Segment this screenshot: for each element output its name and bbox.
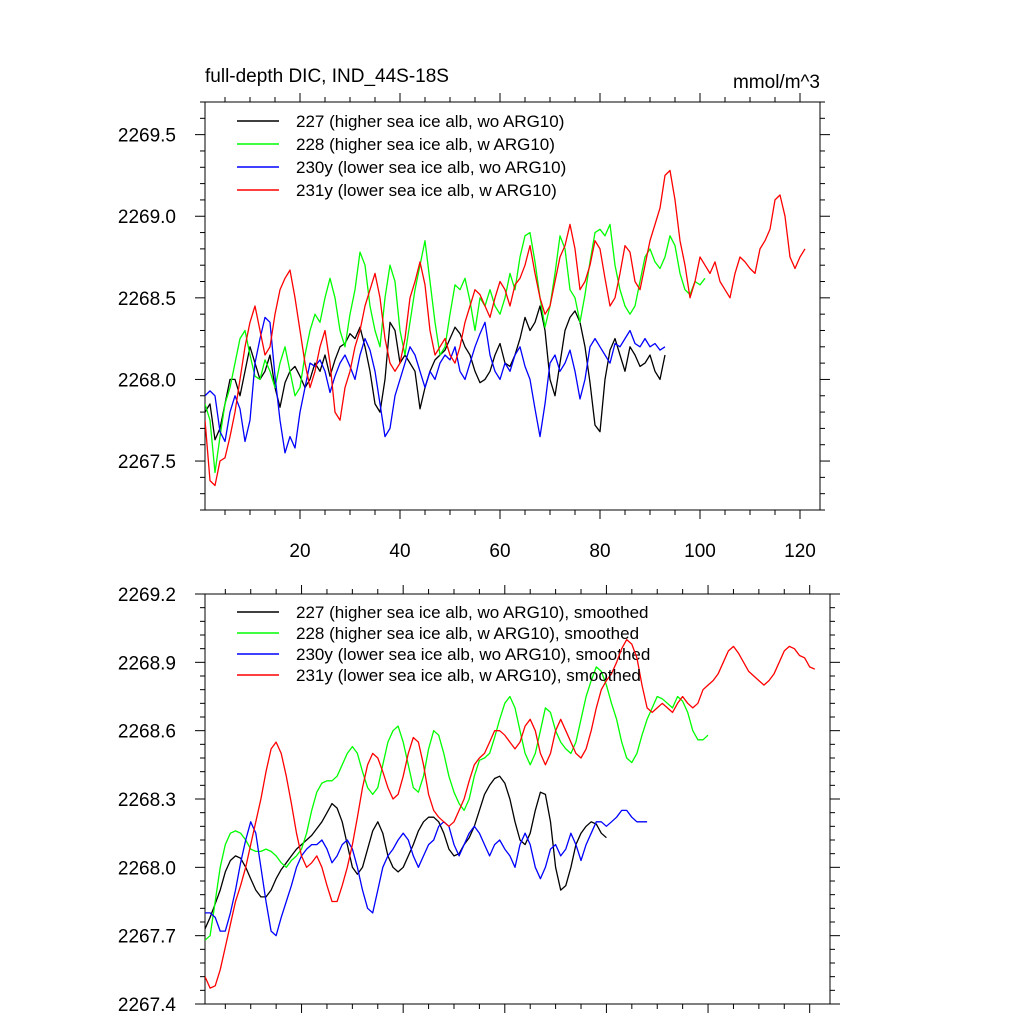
- bottom-panel: 2267.4 2267.7 2268.0 2268.3 2268.6 2268.9 2269…: [118, 585, 840, 1016]
- p0-series-line-2: [205, 316, 666, 454]
- p1-legend-label-3: 231y (lower sea ice alb, w ARG10), smoot…: [296, 666, 641, 685]
- p0-x-tick-label: 100: [684, 541, 716, 562]
- p1-y-tick-label: 2268.6: [118, 722, 176, 743]
- p0-x-tick-label: 20: [289, 541, 310, 562]
- p1-series-line-0: [205, 775, 607, 930]
- p1-series-line-2: [205, 809, 648, 937]
- p0-x-tick-label: 80: [589, 541, 610, 562]
- top-plot-frame: [204, 101, 821, 511]
- p0-y-tick-label: 2267.5: [118, 452, 176, 473]
- p0-x-tick-label: 60: [489, 541, 510, 562]
- p0-x-tick-label: 120: [784, 541, 816, 562]
- p0-x-tick-label: 40: [389, 541, 410, 562]
- p1-y-tick-label: 2267.7: [118, 927, 176, 948]
- p1-legend-label-1: 228 (higher sea ice alb, w ARG10), smoot…: [296, 624, 639, 643]
- p1-y-tick-label: 2268.3: [118, 790, 176, 811]
- p1-legend-label-0: 227 (higher sea ice alb, wo ARG10), smoo…: [296, 603, 648, 622]
- p0-y-tick-label: 2269.5: [118, 126, 176, 147]
- top-panel-title: full-depth DIC, IND_44S-18S: [205, 66, 449, 87]
- p1-y-tick-label: 2268.0: [118, 858, 176, 879]
- p0-legend-label-3: 231y (lower sea ice alb, w ARG10): [296, 181, 557, 200]
- p1-y-tick-label: 2269.2: [118, 585, 176, 606]
- p1-series-line-1: [205, 666, 709, 941]
- top-panel-units: mmol/m^3: [733, 72, 820, 93]
- p1-legend-label-2: 230y (lower sea ice alb, wo ARG10), smoo…: [296, 645, 650, 664]
- p0-legend-label-0: 227 (higher sea ice alb, wo ARG10): [296, 112, 564, 131]
- p0-legend-label-2: 230y (lower sea ice alb, wo ARG10): [296, 158, 566, 177]
- p1-y-tick-label: 2267.4: [118, 995, 177, 1016]
- p1-series-line-3: [205, 638, 816, 989]
- p0-y-tick-label: 2268.5: [118, 289, 176, 310]
- p0-series-line-0: [205, 305, 666, 441]
- p0-y-tick-label: 2268.0: [118, 370, 176, 391]
- p0-series-line-3: [205, 169, 806, 487]
- p1-y-tick-label: 2268.9: [118, 653, 176, 674]
- p0-legend-label-1: 228 (higher sea ice alb, w ARG10): [296, 135, 555, 154]
- top-panel: full-depth DIC, IND_44S-18S mmol/m^3 20 4…: [118, 66, 830, 562]
- p0-y-tick-label: 2269.0: [118, 207, 176, 228]
- p0-series-line-1: [205, 223, 706, 474]
